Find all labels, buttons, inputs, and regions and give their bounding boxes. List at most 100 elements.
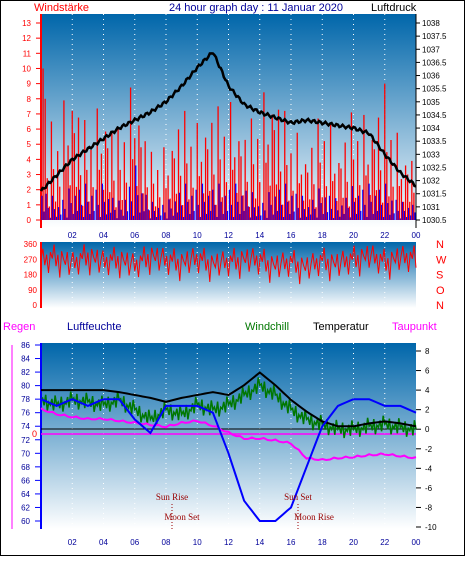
humidity-line (40, 398, 417, 522)
pressure-tick-label: 1032.5 (422, 163, 447, 172)
time-tick-label: 00 (412, 538, 421, 547)
time-tick-label: 20 (349, 538, 358, 547)
moon-rise-label: Moon Rise (294, 512, 334, 522)
direction-tick-label: 0 (33, 301, 38, 310)
time-tick-label: 02 (68, 231, 77, 240)
time-tick-label: 16 (287, 538, 296, 547)
humidity-tick-label: 80 (21, 382, 30, 391)
time-tick-label: 14 (255, 231, 264, 240)
sun-set-label: Sun Set (284, 492, 312, 502)
time-tick-label: 18 (318, 231, 327, 240)
compass-label: N (436, 239, 444, 251)
humidity-tick-label: 62 (21, 503, 30, 512)
wind-tick-label: 10 (22, 64, 31, 73)
pressure-tick-label: 1033 (422, 150, 440, 159)
pressure-tick-label: 1038 (422, 19, 440, 28)
time-tick-label: 00 (412, 231, 421, 240)
humidity-tick-label: 60 (21, 517, 30, 526)
temperature-tick-label: -4 (425, 464, 433, 473)
label-taupunkt: Taupunkt (392, 321, 437, 333)
panel3-temperature-ticks: -10 -8 -6 -4 -2 0 2 4 6 8 (416, 347, 437, 532)
panel3-time-ticks: 02 04 06 08 10 12 14 16 18 20 22 00 (68, 538, 421, 547)
label-luftfeuchte: Luftfeuchte (67, 321, 121, 333)
humidity-tick-label: 84 (21, 355, 30, 364)
compass-label: N (436, 300, 444, 312)
time-tick-label: 04 (99, 231, 108, 240)
pressure-tick-label: 1034.5 (422, 111, 447, 120)
pressure-tick-label: 1031.5 (422, 190, 447, 199)
humidity-tick-label: 82 (21, 368, 30, 377)
humidity-tick-label: 70 (21, 449, 30, 458)
pressure-tick-label: 1033.5 (422, 137, 447, 146)
time-tick-label: 10 (193, 538, 202, 547)
temperature-tick-label: -6 (425, 484, 433, 493)
panel3-humidity-ticks: 60 62 64 66 68 70 72 74 76 78 80 82 84 86 (21, 341, 41, 526)
time-tick-label: 12 (224, 231, 233, 240)
compass-label: W (436, 254, 447, 266)
direction-tick-label: 90 (28, 286, 37, 295)
wind-tick-label: 2 (27, 186, 32, 195)
temperature-tick-label: 0 (425, 425, 430, 434)
compass-label: O (436, 285, 445, 297)
grid-layer (71, 14, 386, 529)
pressure-tick-label: 1031 (422, 203, 440, 212)
time-tick-label: 14 (255, 538, 264, 547)
wind-tick-label: 5 (27, 140, 32, 149)
humidity-tick-label: 78 (21, 395, 30, 404)
dewpoint-line (40, 407, 417, 462)
pressure-tick-label: 1030.5 (422, 216, 447, 225)
panel1-wind-bars (40, 38, 416, 220)
label-temperatur: Temperatur (313, 321, 369, 333)
label-windchill: Windchill (245, 321, 289, 333)
time-tick-label: 08 (162, 538, 171, 547)
wind-tick-label: 11 (23, 49, 32, 58)
humidity-tick-label: 68 (21, 463, 30, 472)
outer-frame (0, 0, 465, 556)
rain-zero-tick: 0 (32, 429, 37, 439)
time-tick-label: 20 (349, 231, 358, 240)
pressure-tick-label: 1037.5 (422, 32, 447, 41)
direction-tick-label: 270 (24, 255, 38, 264)
wind-tick-label: 0 (27, 216, 32, 225)
time-tick-label: 12 (224, 538, 233, 547)
time-tick-label: 22 (380, 231, 389, 240)
pressure-tick-label: 1034 (422, 124, 440, 133)
pressure-line (39, 52, 417, 192)
humidity-tick-label: 76 (21, 409, 30, 418)
humidity-tick-label: 72 (21, 436, 30, 445)
pressure-tick-label: 1035.5 (422, 85, 447, 94)
temperature-tick-label: -8 (425, 503, 433, 512)
time-tick-label: 08 (162, 231, 171, 240)
header-center-title: 24 hour graph day : 11 Januar 2020 (169, 2, 343, 14)
humidity-tick-label: 66 (21, 476, 30, 485)
temperature-tick-label: -10 (425, 523, 437, 532)
time-tick-label: 02 (68, 538, 77, 547)
sun-rise-label: Sun Rise (156, 492, 188, 502)
time-tick-label: 16 (287, 231, 296, 240)
label-regen: Regen (3, 321, 35, 333)
wind-tick-label: 13 (22, 19, 31, 28)
panel1-right-ticks: 1030.5 1031 1031.5 1032 1032.5 1033 1033.5 1034… (416, 19, 447, 225)
wind-tick-label: 12 (22, 34, 31, 43)
wind-tick-label: 9 (27, 80, 32, 89)
temperature-tick-label: 6 (425, 367, 430, 376)
time-tick-label: 18 (318, 538, 327, 547)
pressure-tick-label: 1037 (422, 45, 440, 54)
wind-tick-label: 6 (27, 125, 32, 134)
wind-tick-label: 4 (27, 155, 32, 164)
moon-set-label: Moon Set (164, 512, 200, 522)
panel1-time-ticks: 02 04 06 08 10 12 14 16 18 20 22 00 (68, 231, 421, 240)
direction-tick-label: 360 (24, 240, 38, 249)
compass-label: S (436, 270, 443, 282)
time-tick-label: 10 (193, 231, 202, 240)
time-tick-label: 06 (130, 231, 139, 240)
time-tick-label: 22 (380, 538, 389, 547)
direction-tick-label: 180 (24, 271, 38, 280)
wind-tick-label: 8 (27, 95, 32, 104)
windchill-line (40, 377, 417, 439)
pressure-tick-label: 1035 (422, 98, 440, 107)
wind-tick-label: 3 (27, 171, 32, 180)
